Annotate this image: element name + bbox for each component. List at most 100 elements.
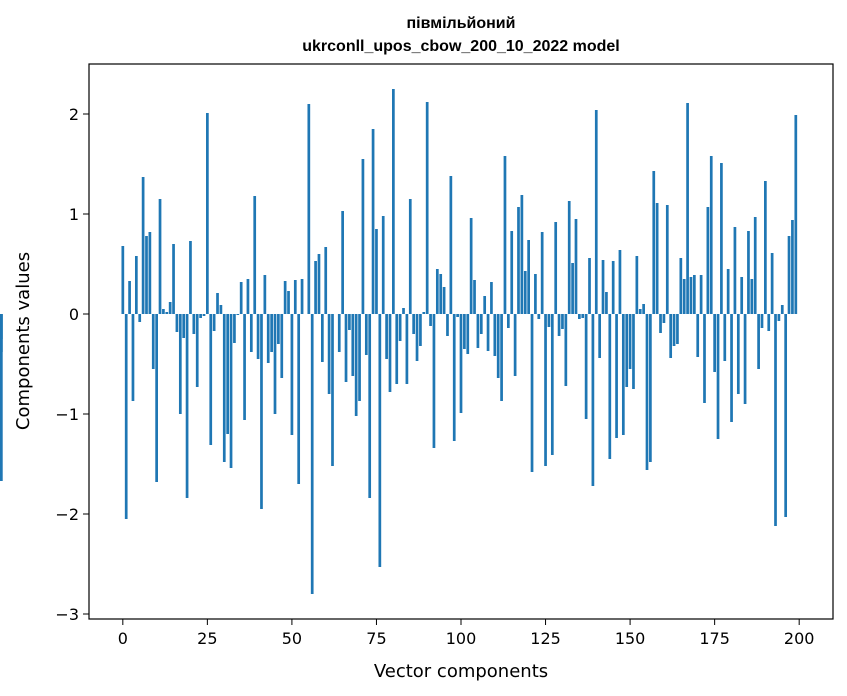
bar-26: [209, 314, 213, 445]
bar-117: [517, 207, 520, 314]
bar-118: [520, 195, 524, 314]
bar-124: [540, 232, 544, 314]
bar-77: [381, 216, 385, 314]
bar-90: [425, 102, 429, 314]
bar-106: [479, 314, 483, 334]
y-axis-label: Components values: [13, 252, 34, 430]
bar-70: [358, 314, 361, 401]
bar-46: [277, 314, 280, 344]
bar-28: [216, 293, 219, 314]
bar-113: [503, 156, 507, 314]
bar-79: [388, 314, 392, 392]
bar-159: [659, 314, 662, 333]
bar-18: [182, 314, 186, 338]
x-tick-label: 200: [784, 629, 815, 648]
bar-182: [736, 314, 740, 394]
bar-130: [561, 314, 564, 329]
bar-145: [611, 261, 615, 314]
bar-123: [537, 314, 541, 319]
bar-59: [320, 314, 324, 362]
bar-180: [730, 314, 733, 422]
bar-154: [642, 304, 645, 314]
bar-191: [767, 314, 771, 331]
bar-81: [395, 314, 399, 384]
bar-19: [185, 314, 189, 498]
bar-155: [645, 314, 649, 470]
chart-title: півмільйоний: [407, 15, 516, 32]
bar-110: [493, 314, 497, 356]
bar-4: [134, 256, 138, 314]
bar-66: [344, 314, 348, 382]
bar-80: [392, 89, 395, 314]
bar-151: [632, 314, 635, 389]
bar-136: [581, 314, 585, 318]
bar-0: [121, 246, 125, 314]
bar-67: [348, 314, 351, 330]
bar-92: [432, 314, 436, 448]
bar-24: [202, 314, 206, 316]
bar-177: [720, 163, 723, 314]
bar-48: [283, 281, 287, 314]
bar-86: [412, 314, 416, 334]
bar-74: [371, 129, 375, 314]
bar-43: [266, 314, 270, 363]
bar-171: [699, 275, 703, 314]
bar-146: [615, 314, 618, 438]
bar-189: [760, 314, 764, 328]
bar-82: [398, 314, 402, 341]
bar-133: [571, 263, 574, 314]
x-tick-label: 25: [197, 629, 217, 648]
bar-157: [652, 171, 656, 314]
bar-71: [361, 159, 365, 314]
bar-142: [601, 260, 605, 314]
bar-12: [162, 309, 165, 314]
bar-76: [378, 314, 382, 567]
bar-132: [567, 201, 571, 314]
bar-103: [469, 218, 473, 314]
bar-8: [148, 232, 152, 314]
bar-181: [733, 227, 737, 314]
bar-98: [452, 314, 456, 441]
x-tick-label: 125: [530, 629, 561, 648]
bar-112: [500, 314, 503, 401]
y-axis-ticks: −3 −2 −1 0 1 2: [55, 105, 89, 624]
bar-185: [747, 231, 750, 314]
bar-undefined: [0, 314, 3, 481]
bar-87: [415, 314, 419, 361]
bar-166: [682, 279, 686, 314]
bar-160: [662, 314, 666, 323]
bar-93: [435, 269, 439, 314]
bar-198: [791, 220, 794, 314]
chart-subtitle: ukrconll_upos_cbow_200_10_2022 model: [302, 38, 619, 55]
x-axis-label: Vector components: [374, 661, 548, 682]
bar-16: [175, 314, 179, 332]
bar-163: [672, 314, 676, 346]
bar-undefined: [0, 314, 3, 339]
bar-21: [192, 314, 196, 334]
bar-131: [564, 314, 568, 386]
bar-83: [402, 308, 405, 314]
bar-84: [405, 314, 409, 384]
bar-129: [557, 314, 561, 336]
bar-153: [638, 309, 642, 314]
bar-56: [310, 314, 314, 594]
x-tick-label: 175: [699, 629, 730, 648]
bar-115: [510, 231, 514, 314]
bar-179: [726, 269, 730, 314]
x-tick-label: 50: [282, 629, 302, 648]
plot-frame: [88, 63, 834, 620]
bar-199: [794, 115, 798, 314]
bar-49: [287, 291, 290, 314]
bar-184: [743, 314, 747, 404]
bar-1: [124, 314, 128, 519]
bar-169: [692, 275, 696, 314]
bar-197: [787, 236, 791, 314]
bar-128: [554, 222, 558, 314]
bar-13: [165, 312, 169, 314]
bar-89: [422, 312, 426, 314]
bar-156: [649, 314, 652, 462]
bar-104: [473, 280, 476, 314]
bar-44: [270, 314, 273, 352]
bar-88: [419, 314, 422, 346]
y-tick-label: −3: [55, 605, 79, 624]
